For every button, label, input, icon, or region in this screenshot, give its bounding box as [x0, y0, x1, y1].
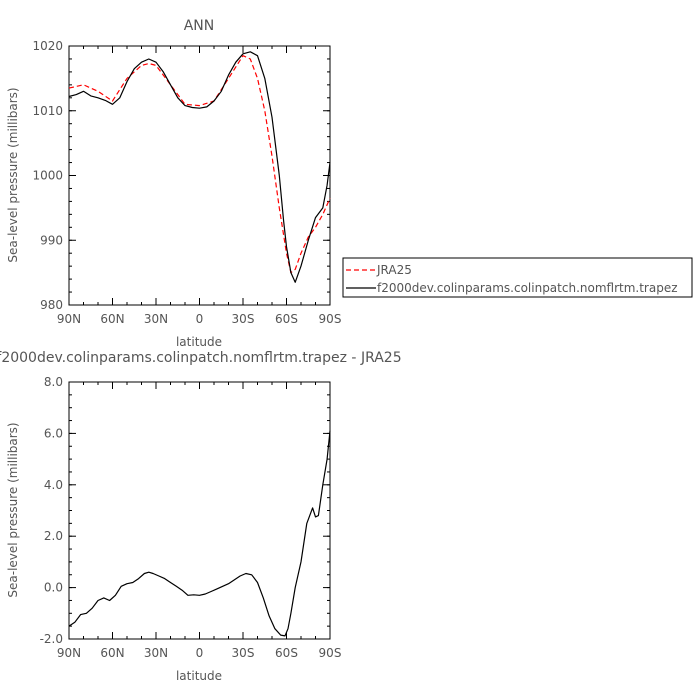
bottom-x-tick-label: 30S	[232, 646, 255, 660]
top-x-tick-label: 90N	[57, 312, 81, 326]
top-panel: ANN 90N 60N 30N 0 30S 60S 90S 980 990 1000 1010 102…	[6, 18, 341, 349]
top-x-tick-label: 30S	[232, 312, 255, 326]
top-ticks: 90N 60N 30N 0 30S 60S 90S 980 990 1000 1010 1020	[32, 39, 341, 326]
top-title: ANN	[184, 18, 215, 34]
legend-label-jra25: JRA25	[376, 263, 412, 277]
bottom-x-tick-label: 90S	[319, 646, 342, 660]
top-series-group	[68, 51, 331, 283]
top-y-tick-label: 1010	[32, 104, 63, 118]
bottom-x-axis-label: latitude	[176, 669, 222, 683]
top-y-tick-label: 1020	[32, 39, 63, 53]
legend: JRA25 f2000dev.colinparams.colinpatch.no…	[342, 257, 693, 298]
top-x-tick-label: 60S	[275, 312, 298, 326]
bottom-y-axis-label: Sea-level pressure (millibars)	[6, 422, 20, 597]
top-y-axis-label: Sea-level pressure (millibars)	[6, 87, 20, 262]
legend-box	[342, 257, 693, 298]
bottom-y-tick-label: 6.0	[44, 426, 63, 440]
bottom-title: f2000dev.colinparams.colinpatch.nomflrtm…	[0, 350, 402, 366]
bottom-x-tick-label: 30N	[144, 646, 168, 660]
top-series-line-0	[68, 55, 331, 274]
top-x-tick-label: 0	[196, 312, 204, 326]
bottom-series-line-0	[68, 430, 331, 637]
bottom-x-tick-label: 60N	[100, 646, 124, 660]
top-series-line-1	[68, 51, 331, 283]
bottom-y-tick-label: -2.0	[40, 632, 63, 646]
top-x-tick-label: 90S	[319, 312, 342, 326]
bottom-y-tick-label: 8.0	[44, 375, 63, 389]
bottom-y-tick-label: 0.0	[44, 581, 63, 595]
legend-label-model: f2000dev.colinparams.colinpatch.nomflrtm…	[377, 281, 678, 295]
bottom-series-group	[68, 430, 331, 637]
top-plot-frame	[68, 45, 331, 306]
bottom-y-tick-label: 2.0	[44, 529, 63, 543]
top-x-tick-label: 30N	[144, 312, 168, 326]
top-y-tick-label: 1000	[32, 169, 63, 183]
bottom-y-tick-label: 4.0	[44, 478, 63, 492]
top-x-tick-label: 60N	[100, 312, 124, 326]
top-y-tick-label: 990	[40, 233, 63, 247]
top-x-axis-label: latitude	[176, 335, 222, 349]
bottom-x-tick-label: 0	[196, 646, 204, 660]
bottom-x-tick-label: 90N	[57, 646, 81, 660]
top-y-tick-label: 980	[40, 298, 63, 312]
bottom-ticks: 90N 60N 30N 0 30S 60S 90S -2.0 0.0 2.0 4.0 6.0 8.0	[40, 375, 342, 660]
bottom-panel: f2000dev.colinparams.colinpatch.nomflrtm…	[0, 350, 402, 683]
bottom-x-tick-label: 60S	[275, 646, 298, 660]
